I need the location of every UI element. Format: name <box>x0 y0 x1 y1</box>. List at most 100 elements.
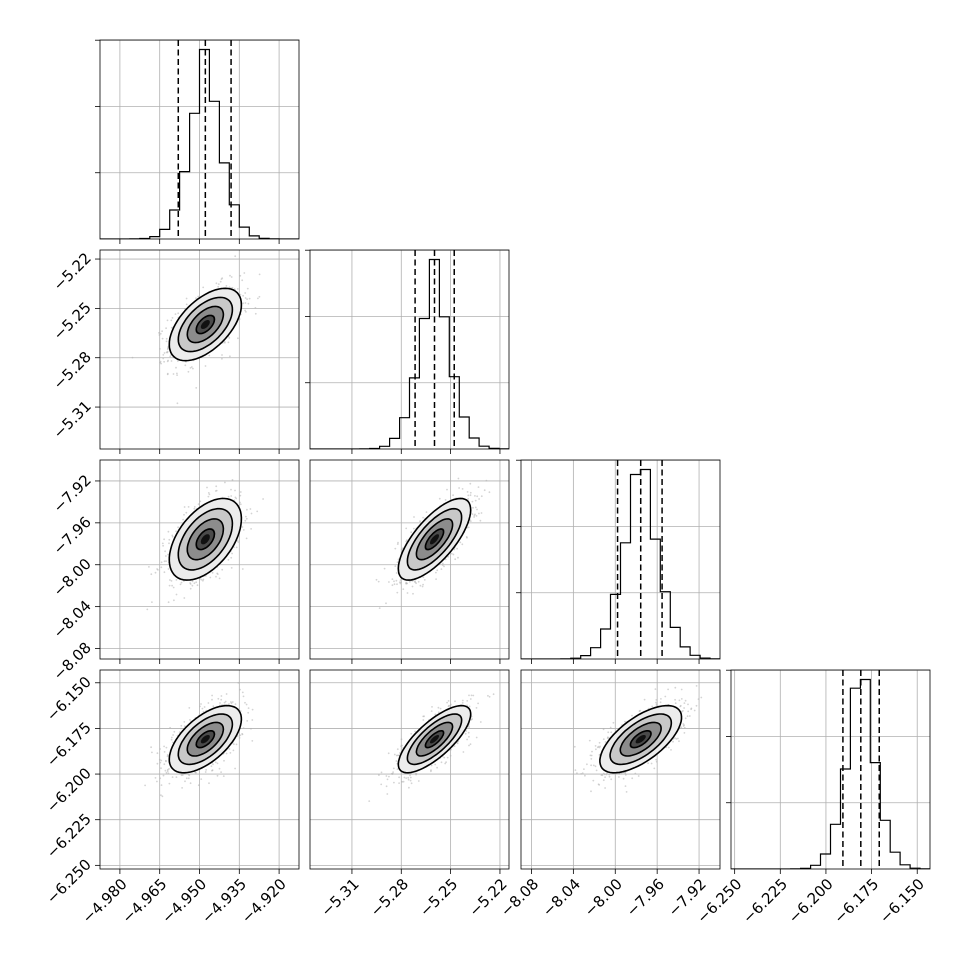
scatter-point <box>193 582 196 585</box>
scatter-point <box>454 700 456 703</box>
scatter-point <box>170 736 173 739</box>
scatter-point <box>154 571 157 574</box>
scatter-point <box>445 761 447 764</box>
scatter-point <box>393 753 396 756</box>
scatter-point <box>195 771 197 774</box>
scatter-point <box>415 582 417 585</box>
scatter-point <box>196 584 199 587</box>
scatter-point <box>248 297 251 300</box>
scatter-point <box>391 578 394 580</box>
scatter-point <box>247 302 250 305</box>
scatter-point <box>394 565 397 567</box>
scatter-point <box>211 769 214 771</box>
scatter-point <box>217 283 220 285</box>
scatter-point <box>202 578 205 581</box>
scatter-point <box>167 772 170 775</box>
contour-line <box>177 296 234 353</box>
scatter-point <box>200 778 203 780</box>
scatter-point <box>190 366 193 368</box>
scatter-point <box>395 579 398 582</box>
scatter-point <box>159 777 162 780</box>
scatter-point <box>175 593 178 596</box>
scatter-point <box>189 587 192 590</box>
scatter-point <box>466 536 468 539</box>
scatter-point <box>165 760 167 763</box>
scatter-point <box>217 285 220 288</box>
scatter-point <box>456 547 458 550</box>
scatter-point <box>478 512 480 515</box>
scatter-point <box>456 742 459 745</box>
scatter-point <box>230 556 233 559</box>
scatter-point <box>156 762 159 765</box>
scatter-point <box>386 793 389 795</box>
scatter-point <box>162 354 165 356</box>
scatter-point <box>204 365 207 367</box>
scatter-point <box>175 366 177 369</box>
scatter-point <box>245 517 248 520</box>
scatter-point <box>175 579 178 581</box>
scatter-point <box>395 760 398 762</box>
scatter-point <box>258 295 261 298</box>
scatter-point <box>415 773 418 775</box>
scatter-point <box>176 360 179 362</box>
scatter-point <box>167 568 170 570</box>
scatter-point <box>189 367 192 369</box>
scatter-point <box>449 754 452 757</box>
scatter-point <box>454 558 457 561</box>
scatter-point <box>162 774 165 777</box>
scatter-point <box>246 720 249 722</box>
scatter-point <box>686 715 689 718</box>
scatter-point <box>434 763 437 766</box>
scatter-point <box>210 765 213 768</box>
scatter-point <box>654 688 657 690</box>
scatter-point <box>425 511 428 513</box>
scatter-point <box>446 701 448 704</box>
scatter-point <box>468 705 471 708</box>
scatter-point <box>682 723 685 725</box>
panel-frame <box>99 459 300 660</box>
scatter-point <box>166 348 169 351</box>
scatter-point <box>200 703 202 705</box>
scatter-point <box>189 719 191 721</box>
scatter-point <box>166 360 169 363</box>
scatter-point <box>386 778 389 781</box>
scatter-point <box>444 762 447 765</box>
scatter-point <box>241 526 244 528</box>
scatter-point <box>146 608 149 611</box>
scatter-point <box>412 592 414 595</box>
scatter-point <box>447 705 450 708</box>
scatter-point <box>237 681 240 684</box>
scatter-point <box>166 770 169 773</box>
scatter-point <box>462 751 465 753</box>
scatter-point <box>434 713 437 716</box>
scatter-point <box>443 756 446 759</box>
scatter-point <box>231 286 234 289</box>
scatter-point <box>225 285 228 287</box>
scatter-point <box>214 761 217 764</box>
histogram-panel-3 <box>516 459 721 664</box>
scatter-point <box>449 705 452 707</box>
scatter-point <box>464 732 467 735</box>
scatter-point <box>182 518 185 521</box>
scatter-point <box>483 489 486 492</box>
scatter-point <box>183 506 186 508</box>
scatter-point <box>680 698 683 700</box>
scatter-point <box>405 582 408 585</box>
scatter-point <box>450 748 452 751</box>
panel-frame <box>99 669 300 870</box>
scatter-point <box>242 302 245 305</box>
scatter-point <box>452 494 454 497</box>
density-shade <box>200 735 210 744</box>
scatter-point <box>410 732 413 735</box>
scatter-point <box>245 515 247 518</box>
scatter-point <box>241 568 244 570</box>
scatter-point <box>242 727 245 729</box>
scatter-panel-4-1 <box>95 669 300 874</box>
scatter-point <box>246 287 249 290</box>
scatter-point <box>222 775 225 777</box>
scatter-point <box>477 486 480 488</box>
scatter-point <box>414 580 416 583</box>
scatter-point <box>163 745 166 748</box>
scatter-point <box>387 752 390 755</box>
scatter-point <box>468 694 470 697</box>
